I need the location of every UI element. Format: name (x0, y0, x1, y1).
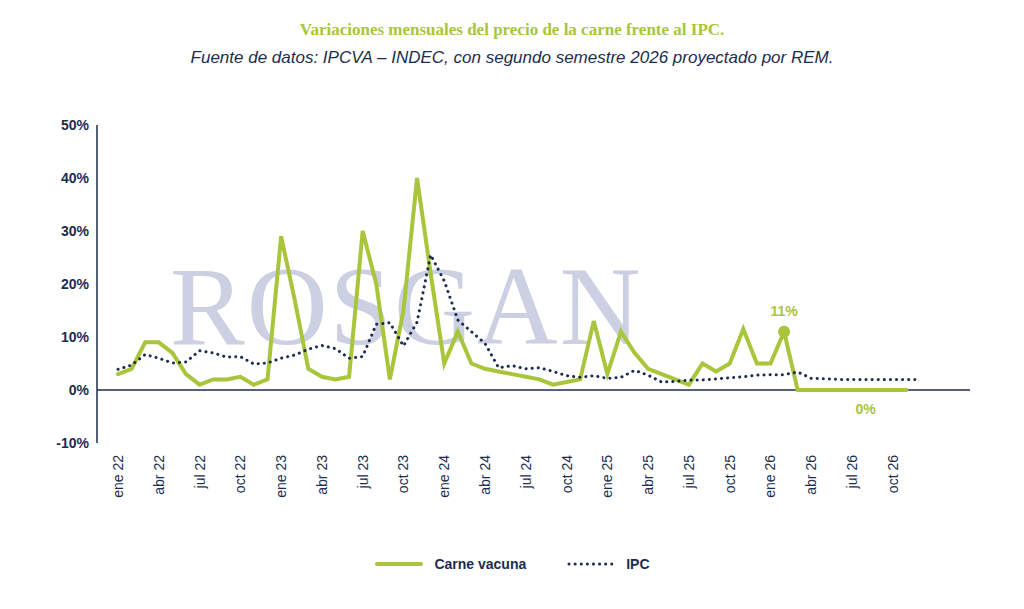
svg-text:abr 22: abr 22 (151, 455, 167, 495)
svg-text:0%: 0% (69, 382, 90, 398)
svg-text:oct 24: oct 24 (559, 455, 575, 493)
svg-text:ene 24: ene 24 (436, 455, 452, 498)
svg-text:oct 26: oct 26 (885, 455, 901, 493)
html-text:ROSGAN: ROSGAN (170, 244, 643, 368)
svg-text:-10%: -10% (56, 435, 89, 451)
html-text:Fuente de datos: IPCVA – INDEC: Fuente de datos: IPCVA – INDEC, con segu… (190, 48, 834, 67)
svg-text:ene 23: ene 23 (273, 455, 289, 498)
svg-text:jul 23: jul 23 (355, 455, 371, 490)
svg-text:jul 22: jul 22 (192, 455, 208, 490)
html-text:Carne vacuna: Carne vacuna (434, 556, 527, 572)
html-text:Variaciones mensuales del prec: Variaciones mensuales del precio de la c… (299, 20, 725, 39)
svg-text:ene 25: ene 25 (599, 455, 615, 498)
svg-text:abr 26: abr 26 (803, 455, 819, 495)
svg-text:ene 26: ene 26 (762, 455, 778, 498)
svg-text:abr 24: abr 24 (477, 455, 493, 495)
svg-text:30%: 30% (61, 223, 90, 239)
svg-text:11%: 11% (770, 303, 798, 319)
svg-text:10%: 10% (61, 329, 90, 345)
svg-text:jul 24: jul 24 (518, 455, 534, 490)
svg-text:jul 26: jul 26 (844, 455, 860, 490)
svg-text:jul 25: jul 25 (681, 455, 697, 490)
svg-text:50%: 50% (61, 117, 90, 133)
svg-text:oct 25: oct 25 (722, 455, 738, 493)
svg-text:0%: 0% (856, 401, 877, 417)
svg-text:20%: 20% (61, 276, 90, 292)
svg-text:abr 23: abr 23 (314, 455, 330, 495)
html-text:IPC: IPC (626, 556, 650, 572)
svg-text:40%: 40% (61, 170, 90, 186)
svg-text:ene 22: ene 22 (110, 455, 126, 498)
svg-text:oct 22: oct 22 (232, 455, 248, 493)
svg-text:abr 25: abr 25 (640, 455, 656, 495)
svg-text:oct 23: oct 23 (395, 455, 411, 493)
